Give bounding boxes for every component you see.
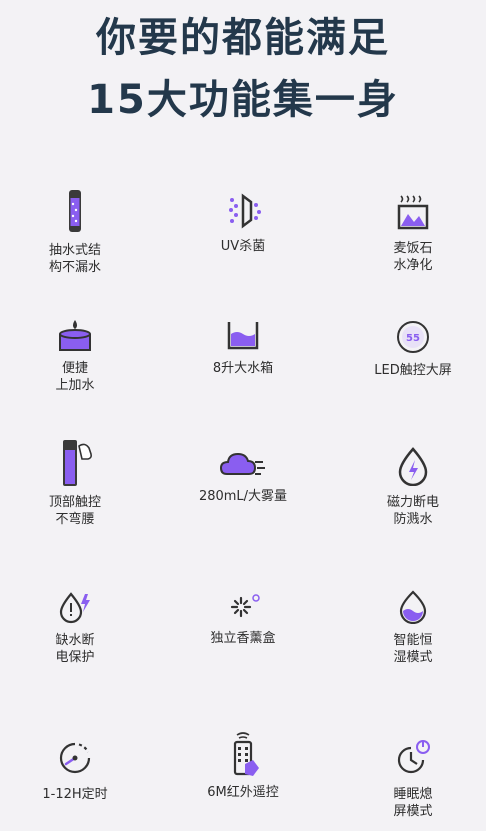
led-screen-icon: 55: [397, 321, 429, 353]
feature-top-fill: 便捷 上加水: [15, 318, 135, 394]
feature-sleep: 睡眠熄 屏模式: [353, 738, 473, 820]
sleep-mode-icon: [397, 740, 430, 774]
timer-icon: [59, 742, 91, 774]
feature-label: LED触控大屏: [374, 363, 452, 378]
feature-label: UV杀菌: [220, 239, 266, 254]
remote-control-icon: [233, 732, 259, 776]
feature-label: 6M红外遥控: [207, 785, 279, 800]
water-tank-icon: [227, 322, 259, 350]
svg-text:55: 55: [406, 333, 420, 344]
feature-water-tube: 抽水式结 构不漏水: [15, 188, 135, 276]
top-touch-icon: [63, 440, 92, 486]
feature-stone: 麦饭石 水净化: [353, 192, 473, 274]
feature-tank: 8升大水箱: [183, 318, 303, 377]
feature-low-water: 缺水断 电保护: [15, 590, 135, 666]
feature-label: 缺水断 电保护: [55, 633, 95, 665]
water-tube-icon: [69, 190, 81, 232]
feature-magnetic: 磁力断电 防溅水: [353, 446, 473, 528]
feature-label: 独立香薰盒: [210, 631, 276, 646]
feature-label: 睡眠熄 屏模式: [393, 787, 433, 819]
feature-mist: 280mL/大雾量: [183, 450, 303, 505]
feature-timer: 1-12H定时: [15, 738, 135, 803]
feature-label: 280mL/大雾量: [198, 489, 288, 504]
feature-label: 智能恒 湿模式: [393, 633, 433, 665]
mist-cloud-icon: [219, 452, 265, 475]
feature-label: 顶部触控 不弯腰: [48, 495, 101, 527]
feature-led: 55 LED触控大屏: [353, 320, 473, 379]
feature-label: 麦饭石 水净化: [393, 241, 433, 273]
smart-humidity-icon: [399, 590, 427, 624]
feature-label: 磁力断电 防溅水: [386, 495, 439, 527]
feature-label: 便捷 上加水: [55, 361, 95, 393]
feature-remote: 6M红外遥控: [183, 730, 303, 801]
page-title-line-2: 15大功能集一身: [87, 77, 399, 123]
feature-aroma: 独立香薰盒: [183, 592, 303, 647]
low-water-protect-icon: [59, 592, 90, 624]
stone-purify-icon: [397, 195, 429, 230]
uv-sterilize-icon: [229, 193, 261, 229]
page-title-line-1: 你要的都能满足: [96, 15, 390, 61]
feature-uv: UV杀菌: [183, 190, 303, 255]
feature-label: 1-12H定时: [42, 787, 108, 802]
feature-smart-humidity: 智能恒 湿模式: [353, 590, 473, 666]
magnetic-power-icon: [398, 447, 428, 486]
feature-label: 抽水式结 构不漏水: [48, 243, 101, 275]
aroma-box-icon: [230, 594, 260, 618]
feature-top-touch: 顶部触控 不弯腰: [15, 438, 135, 528]
feature-label: 8升大水箱: [212, 361, 274, 376]
top-fill-icon: [59, 320, 91, 351]
